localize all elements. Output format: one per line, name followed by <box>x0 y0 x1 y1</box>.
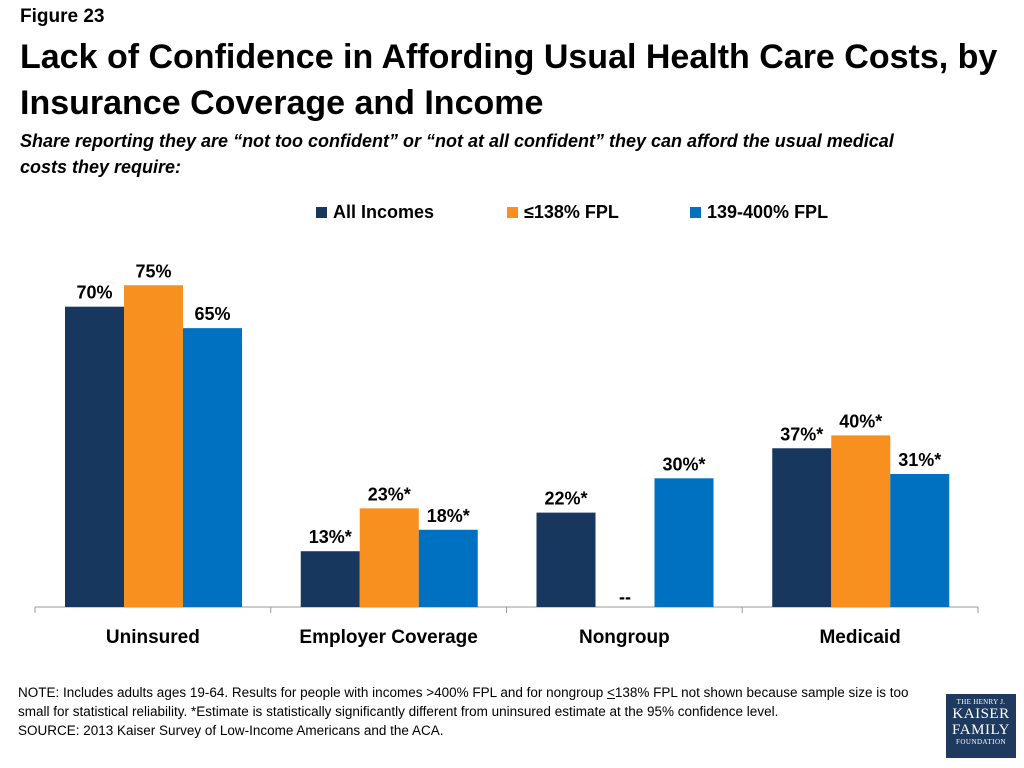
legend-label-all-incomes: All Incomes <box>333 202 435 222</box>
bar-employer-coverage-series-1 <box>359 508 419 607</box>
logo-line-4: FOUNDATION <box>955 738 1007 746</box>
legend-label-138-fpl: ≤138% FPL <box>524 202 619 222</box>
data-label-uninsured-series-1: 75% <box>135 261 171 281</box>
legend-item-138-fpl: ≤138% FPL <box>507 202 619 223</box>
legend-swatch-all-incomes <box>316 207 327 218</box>
logo-line-2: KAISER <box>952 706 1010 722</box>
footnote: NOTE: Includes adults ages 19-64. Result… <box>18 683 928 740</box>
bar-uninsured-series-1 <box>124 285 183 607</box>
bar-employer-coverage-series-0 <box>300 551 360 607</box>
data-label-nongroup-series-1: -- <box>619 587 631 607</box>
data-label-employer-coverage-series-0: 13%* <box>309 527 352 547</box>
data-label-uninsured-series-0: 70% <box>76 283 112 303</box>
bar-nongroup-series-2 <box>654 478 714 607</box>
figure-label: Figure 23 <box>20 6 105 27</box>
kff-logo: THE HENRY J. KAISER FAMILY FOUNDATION <box>946 694 1016 758</box>
bar-nongroup-series-0 <box>536 512 596 607</box>
data-label-employer-coverage-series-2: 18%* <box>427 506 470 526</box>
logo-line-3: FAMILY <box>952 722 1010 738</box>
x-tick-label: Nongroup <box>579 627 670 648</box>
bar-medicaid-series-1 <box>831 435 891 607</box>
chart-subtitle: Share reporting they are “not too confid… <box>20 131 894 177</box>
x-tick-label: Uninsured <box>106 627 200 648</box>
data-label-medicaid-series-1: 40%* <box>839 411 882 431</box>
data-label-employer-coverage-series-1: 23%* <box>368 484 411 504</box>
data-label-nongroup-series-2: 30%* <box>662 454 705 474</box>
bar-employer-coverage-series-2 <box>418 529 478 607</box>
legend: All Incomes ≤138% FPL 139-400% FPL <box>0 202 1024 226</box>
bar-chart: 70% 75% 65% Uninsured 13%* 23%* 18%* Employer C… <box>34 261 979 648</box>
legend-swatch-138-fpl <box>507 207 518 218</box>
legend-item-all-incomes: All Incomes <box>316 202 434 223</box>
note-text-2: 138% FPL not shown because sample size i… <box>18 685 909 719</box>
bar-medicaid-series-0 <box>772 448 832 607</box>
logo-line-1: THE HENRY J. <box>956 698 1006 706</box>
data-label-uninsured-series-2: 65% <box>194 304 230 324</box>
data-label-nongroup-series-0: 22%* <box>544 489 587 509</box>
bar-uninsured-series-0 <box>65 306 124 607</box>
legend-swatch-139-400-fpl <box>690 207 701 218</box>
x-tick-label: Medicaid <box>819 627 900 648</box>
legend-item-139-400-fpl: 139-400% FPL <box>690 202 828 223</box>
source-text: SOURCE: 2013 Kaiser Survey of Low-Income… <box>18 723 444 738</box>
data-label-medicaid-series-0: 37%* <box>780 424 823 444</box>
data-label-medicaid-series-2: 31%* <box>898 450 941 470</box>
note-underlined-symbol: < <box>606 685 615 700</box>
bar-uninsured-series-2 <box>183 328 242 607</box>
chart-title: Lack of Confidence in Affording Usual He… <box>20 38 998 122</box>
note-text-1: NOTE: Includes adults ages 19-64. Result… <box>18 685 607 700</box>
bar-medicaid-series-2 <box>890 474 950 607</box>
x-tick-label: Employer Coverage <box>299 627 477 648</box>
legend-label-139-400-fpl: 139-400% FPL <box>707 202 829 222</box>
